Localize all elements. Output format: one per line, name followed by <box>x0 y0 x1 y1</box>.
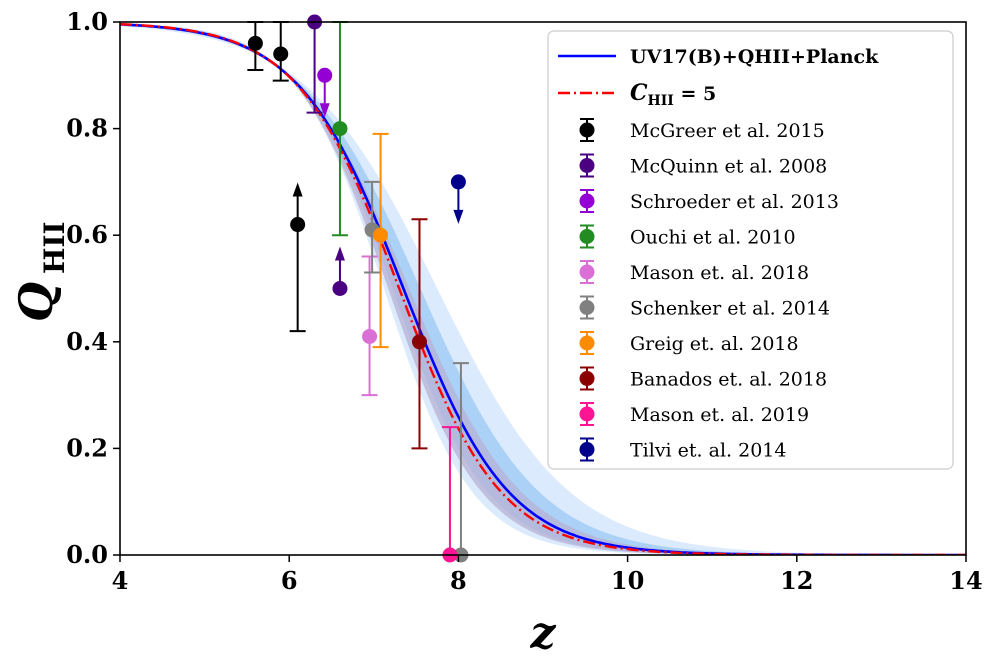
y-axis-label-main: Q <box>9 282 63 322</box>
legend-entry-curve-0: UV17(B)+QHII+Planck <box>558 46 879 68</box>
legend-label-5: Schenker et al. 2014 <box>630 298 830 320</box>
x-tick-label-5: 14 <box>949 566 982 595</box>
legend-box <box>547 30 954 470</box>
legend-label-8: Mason et. al. 2019 <box>630 404 809 426</box>
y-axis-label-sub: HII <box>38 221 71 274</box>
data-point-0-1 <box>272 21 289 82</box>
legend-label-7: Banados et. al. 2018 <box>630 369 827 391</box>
axis-ticks: 4 6 8 10 12 14 0.0 0.2 0.4 0.6 0.8 1.0 <box>66 7 982 595</box>
data-point-9-0 <box>450 174 466 224</box>
data-point-3-0 <box>331 21 348 237</box>
data-point-0-2 <box>289 182 306 333</box>
legend-label-curve-0: UV17(B)+QHII+Planck <box>630 46 879 68</box>
data-point-5-0 <box>364 180 381 274</box>
legend-entry-6: Greig et. al. 2018 <box>579 331 799 355</box>
y-tick-label-3: 0.6 <box>66 220 108 249</box>
x-tick-label-1: 6 <box>281 566 298 595</box>
legend-label-2: Schroeder et al. 2013 <box>630 191 839 213</box>
legend-entry-7: Banados et. al. 2018 <box>579 366 827 391</box>
legend-entry-2: Schroeder et al. 2013 <box>579 189 839 213</box>
legend-label-4: Mason et. al. 2018 <box>630 262 809 284</box>
data-point-0-0 <box>247 21 264 71</box>
legend-entry-1: McQuinn et al. 2008 <box>579 153 827 178</box>
legend-label-1: McQuinn et al. 2008 <box>630 156 827 178</box>
x-tick-label-2: 8 <box>450 566 467 595</box>
legend-label-6: Greig et. al. 2018 <box>630 333 799 355</box>
legend-entry-curve-1: CHII = 5 <box>558 80 716 109</box>
y-tick-label-5: 1.0 <box>66 7 108 36</box>
legend-entry-3: Ouchi et al. 2010 <box>579 224 796 249</box>
data-point-1-1 <box>332 246 348 296</box>
y-axis-label: Q HII <box>9 221 71 322</box>
data-point-6-0 <box>372 132 389 349</box>
x-axis-label: z <box>530 608 557 659</box>
legend: UV17(B)+QHII+Planck CHII = 5 McGreer et al… <box>547 30 954 470</box>
legend-entry-8: Mason et. al. 2019 <box>579 402 809 426</box>
data-point-7-0 <box>411 218 428 450</box>
y-tick-label-0: 0.0 <box>66 540 108 569</box>
data-point-2-0 <box>317 67 333 118</box>
x-tick-label-3: 10 <box>611 566 644 595</box>
plot-frame <box>119 21 967 556</box>
legend-entry-5: Schenker et al. 2014 <box>579 295 830 320</box>
legend-entry-0: McGreer et al. 2015 <box>579 118 825 142</box>
x-tick-label-0: 4 <box>112 566 129 595</box>
data-points <box>247 14 469 563</box>
y-tick-label-2: 0.4 <box>66 327 108 356</box>
legend-label-0: McGreer et al. 2015 <box>630 120 825 142</box>
y-tick-label-4: 0.8 <box>66 114 108 143</box>
y-tick-label-1: 0.2 <box>66 433 108 462</box>
data-point-4-0 <box>361 255 378 397</box>
legend-entry-9: Tilvi et. al. 2014 <box>579 437 786 462</box>
legend-label-9: Tilvi et. al. 2014 <box>630 440 786 462</box>
legend-label-curve-1: CHII = 5 <box>630 80 716 109</box>
legend-label-3: Ouchi et al. 2010 <box>630 227 796 249</box>
legend-entry-4: Mason et. al. 2018 <box>579 260 809 284</box>
x-tick-label-4: 12 <box>780 566 813 595</box>
